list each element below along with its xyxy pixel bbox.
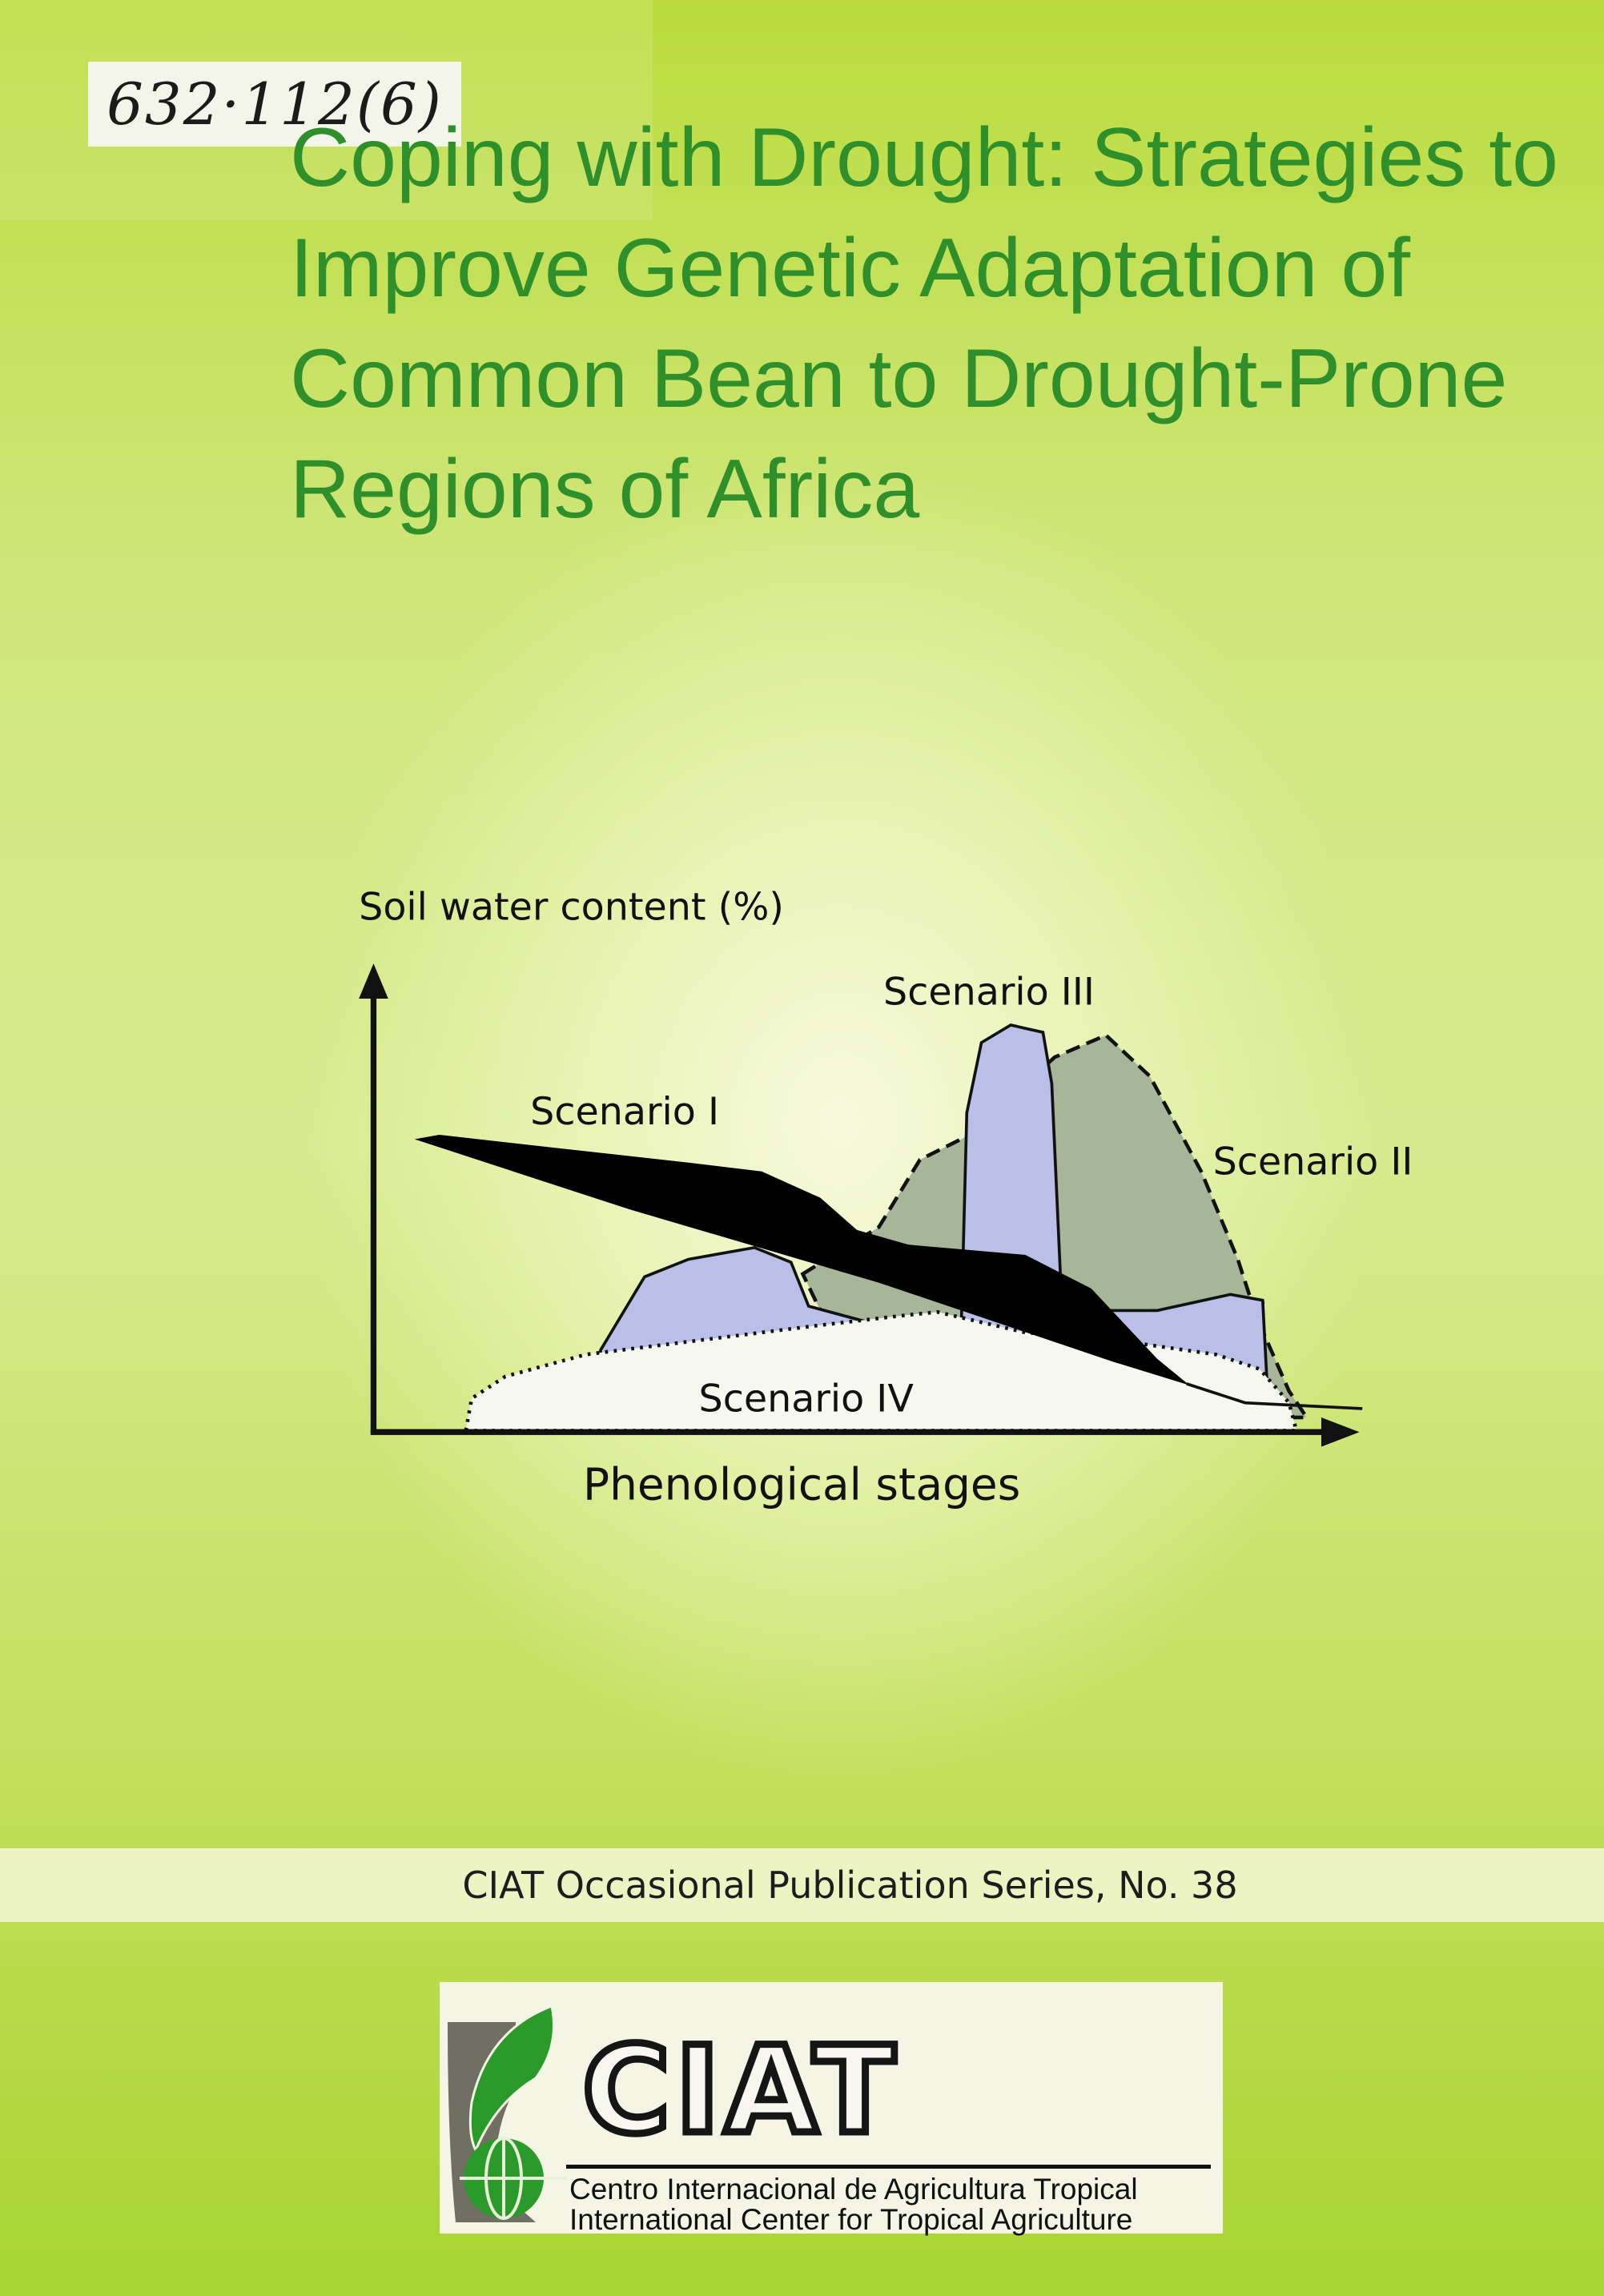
- scenario-2-label: Scenario II: [1213, 1140, 1413, 1184]
- x-axis-arrow-icon: [1321, 1417, 1360, 1447]
- ciat-wordmark: CIAT: [579, 2021, 900, 2161]
- title-line: Regions of Africa: [290, 443, 920, 536]
- series-band: CIAT Occasional Publication Series, No. …: [0, 1848, 1604, 1922]
- x-axis-label: Phenological stages: [583, 1458, 1020, 1510]
- ciat-logo: CIAT Centro Internacional de Agricultura…: [440, 1982, 1223, 2236]
- page-title: Coping with Drought: Strategies to Impro…: [290, 103, 1558, 545]
- leaf-globe-icon: [448, 2004, 568, 2222]
- scenario-3-label: Scenario III: [883, 970, 1095, 1014]
- scenario-1-tail: [1186, 1382, 1363, 1410]
- y-axis-arrow-icon: [359, 963, 388, 999]
- y-axis-label: Soil water content (%): [359, 885, 784, 929]
- catalog-label-sticker: 632·112(6): [88, 62, 461, 147]
- logo-divider: [566, 2165, 1211, 2169]
- scenario-1-label: Scenario I: [530, 1090, 719, 1134]
- scenario-3-area: [599, 1023, 1269, 1385]
- title-line: Improve Genetic Adaptation of: [290, 222, 1411, 315]
- title-line: Coping with Drought: Strategies to: [290, 111, 1558, 204]
- org-name-spanish: Centro Internacional de Agricultura Trop…: [569, 2173, 1138, 2206]
- series-label: CIAT Occasional Publication Series, No. …: [462, 1864, 1238, 1907]
- org-name-english: International Center for Tropical Agricu…: [569, 2203, 1133, 2236]
- catalog-label: 632·112(6): [107, 70, 443, 138]
- scenario-1-area: [414, 1135, 1190, 1385]
- scenario-4-label: Scenario IV: [699, 1377, 915, 1421]
- title-line: Common Bean to Drought-Prone: [290, 332, 1508, 425]
